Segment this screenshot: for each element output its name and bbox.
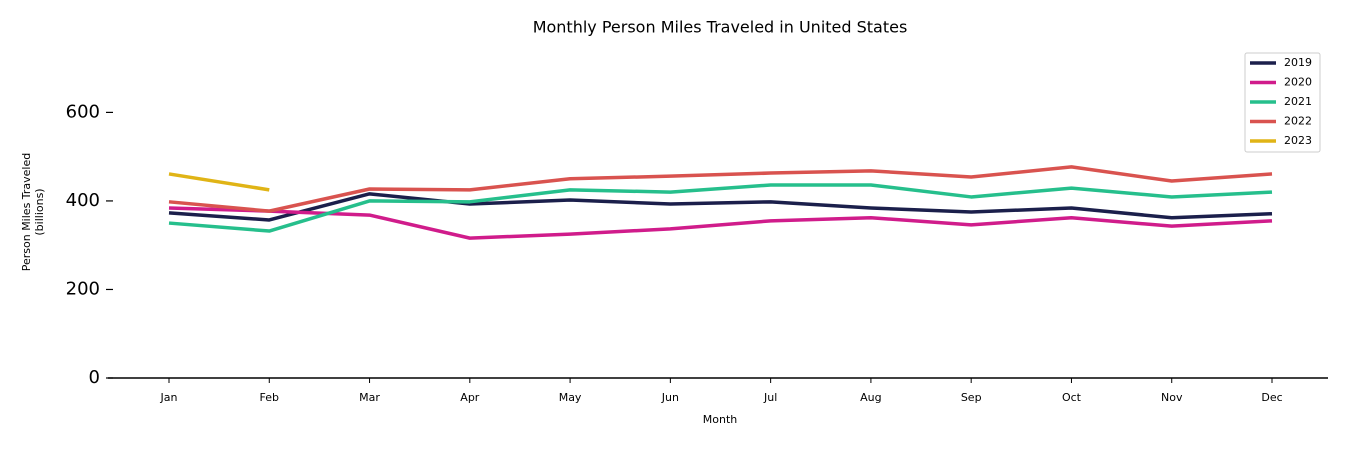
legend-label: 2022	[1284, 115, 1312, 128]
chart-title: Monthly Person Miles Traveled in United …	[533, 18, 908, 37]
x-tick-label: Oct	[1062, 391, 1082, 404]
legend-box	[1244, 52, 1321, 153]
series-line	[168, 183, 1273, 233]
y-tick-label: 600	[66, 101, 100, 122]
x-tick-label: Aug	[860, 391, 881, 404]
x-tick-label: Sep	[961, 391, 982, 404]
x-tick-label: Apr	[460, 391, 480, 404]
x-tick-label: Dec	[1261, 391, 1282, 404]
y-axis-label: Person Miles Traveled (billions)	[20, 152, 46, 272]
legend-label: 2020	[1284, 76, 1312, 89]
x-axis-label: Month	[703, 413, 738, 426]
series-line	[168, 192, 1273, 222]
series-line	[168, 165, 1273, 213]
x-tick-label: Jun	[661, 391, 679, 404]
series-line	[168, 206, 1273, 240]
legend-label: 2019	[1284, 56, 1312, 69]
y-tick-label: 0	[89, 367, 100, 388]
x-tick-label: Jul	[763, 391, 777, 404]
x-tick-label: Jan	[160, 391, 178, 404]
x-tick-label: Nov	[1161, 391, 1183, 404]
legend-label: 2021	[1284, 95, 1312, 108]
x-tick-label: May	[559, 391, 582, 404]
y-tick-label: 400	[66, 190, 100, 211]
x-tick-label: Mar	[359, 391, 380, 404]
y-tick-label: 200	[66, 278, 100, 299]
legend-label: 2023	[1284, 134, 1312, 147]
series-line	[168, 172, 270, 192]
x-tick-label: Feb	[260, 391, 279, 404]
